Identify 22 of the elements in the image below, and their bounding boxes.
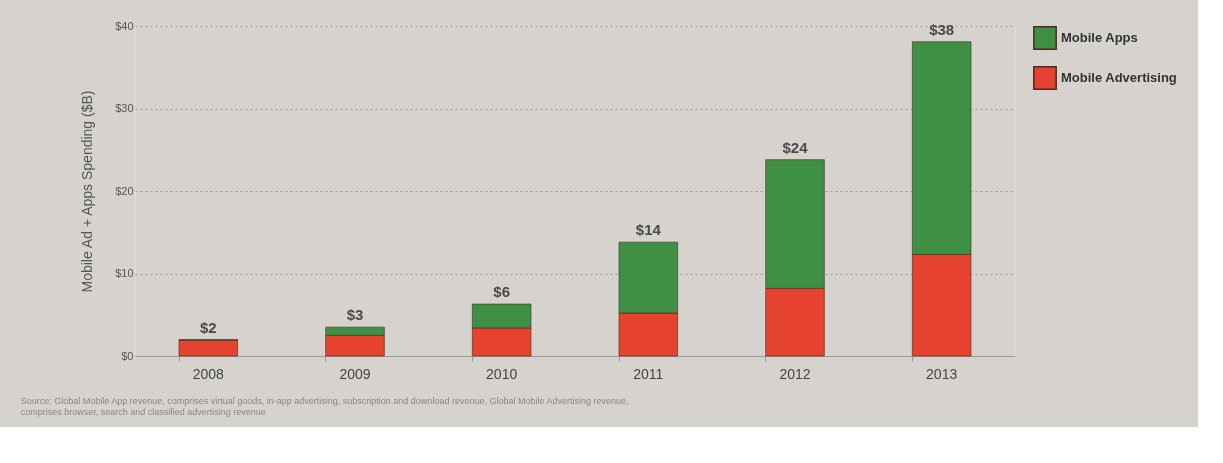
- bar: [178, 340, 238, 357]
- y-tick-label: $0: [121, 349, 134, 362]
- source-note: Source: Global Mobile App revenue, comprises virtual goods, in-app advertising, subscription and download revenue. Global Mobile Advertising revenue, comprises browser, search and classified advertising revenue: [20, 396, 629, 417]
- y-tick-label: $10: [115, 267, 134, 279]
- x-tick-label: 2008: [192, 365, 225, 382]
- x-tick-label: 2010: [486, 365, 518, 382]
- y-tick-label: $20: [115, 184, 134, 197]
- total-label: $14: [635, 221, 662, 239]
- total-label: $3: [346, 306, 364, 324]
- total-label: $2: [199, 318, 217, 336]
- x-tick-label: 2012: [779, 365, 811, 382]
- y-axis-title: Mobile Ad + Apps Spending ($B): [79, 90, 96, 293]
- x-tick-label: 2013: [926, 365, 958, 382]
- y-tick-label: $40: [115, 19, 134, 32]
- legend-label: Mobile Apps: [1061, 30, 1138, 45]
- total-label: $24: [782, 138, 809, 156]
- total-label: $6: [493, 283, 511, 301]
- x-tick-label: 2011: [633, 365, 664, 382]
- y-tick-label: $30: [115, 102, 134, 114]
- total-label: $38: [929, 20, 955, 38]
- x-tick-label: 2009: [339, 365, 371, 382]
- legend-label: Mobile Advertising: [1061, 70, 1177, 85]
